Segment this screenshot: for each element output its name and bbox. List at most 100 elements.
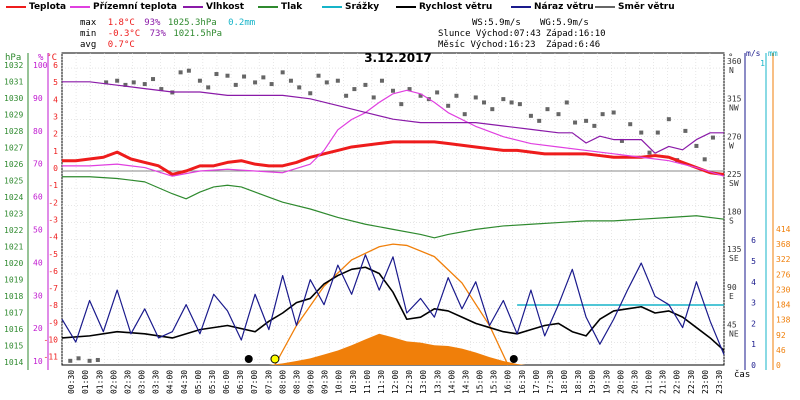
legend-swatch <box>322 5 342 8</box>
wind-direction-point <box>233 82 238 87</box>
dir-tick-name: W <box>729 141 734 150</box>
percent-tick: 10 <box>33 357 43 366</box>
ms-tick: 6 <box>751 236 756 245</box>
wind-direction-point <box>564 100 569 105</box>
legend-label: Vlhkost <box>206 2 245 12</box>
x-tick: 17:30 <box>546 370 555 394</box>
wind-direction-point <box>482 100 487 105</box>
legend-item-1: Přízemní teplota <box>70 2 177 12</box>
hpa-tick: 1025 <box>4 177 23 186</box>
wind-direction-point <box>391 88 395 93</box>
wind-direction-point <box>611 110 616 115</box>
wind-direction-point <box>628 122 633 127</box>
dir-tick-name: SE <box>729 254 739 263</box>
dir-tick-value: 135 <box>727 245 742 254</box>
celsius-tick: -4 <box>48 233 58 242</box>
wind-direction-point <box>462 112 467 117</box>
hpa-tick: 1022 <box>4 226 23 235</box>
dir-tick-value: 180 <box>727 208 742 217</box>
stats-avg-row: avg 0.7°C <box>80 40 135 50</box>
hpa-tick: 1019 <box>4 276 23 285</box>
dir-tick-name: NE <box>729 329 739 338</box>
x-tick: 11:00 <box>363 370 372 394</box>
percent-tick: 90 <box>33 94 43 103</box>
wind-direction-point <box>288 78 293 83</box>
stats-min-label: min <box>80 29 97 39</box>
celsius-tick: 5 <box>53 78 58 87</box>
x-tick: 13:30 <box>433 370 442 394</box>
celsius-tick: -7 <box>48 284 58 293</box>
celsius-tick: -6 <box>48 267 58 276</box>
x-tick: 08:00 <box>278 370 287 394</box>
wind-direction-point <box>324 80 329 85</box>
dir-tick-name: S <box>729 217 734 226</box>
wind-direction-point <box>131 80 136 85</box>
wind-direction-point <box>379 78 384 83</box>
x-tick: 02:00 <box>109 370 118 394</box>
wind-direction-point <box>308 91 313 96</box>
series-vlhkost <box>62 81 724 154</box>
wind-direction-point <box>517 102 522 107</box>
axis-celsius-label: °C <box>46 53 57 63</box>
sun-curve <box>274 243 509 366</box>
celsius-tick: -10 <box>44 336 59 345</box>
stats-ws: WS:5.9m/s <box>472 18 521 28</box>
legend-item-0: Teplota <box>6 2 66 12</box>
wind-direction-point <box>68 358 73 363</box>
percent-tick: 100 <box>33 61 48 70</box>
ms-tick: 1 <box>751 340 756 349</box>
wind-direction-point <box>352 87 357 92</box>
legend-item-5: Rychlost větru <box>396 2 492 12</box>
wind-direction-point <box>418 93 423 98</box>
x-tick: 10:30 <box>349 370 358 394</box>
dir-tick-name: N <box>729 66 734 75</box>
x-tick: 22:00 <box>673 370 682 394</box>
moonset-marker <box>244 355 253 363</box>
wind-direction-point <box>214 72 219 77</box>
stats-min-press: 1021.5hPa <box>173 29 223 39</box>
wind-direction-point <box>702 157 707 162</box>
hpa-tick: 1031 <box>4 78 23 87</box>
radiation-area <box>268 333 526 365</box>
x-tick: 11:30 <box>377 370 386 394</box>
x-tick: 23:30 <box>715 370 724 394</box>
wind-direction-point <box>95 357 100 362</box>
radiation-tick: 184 <box>776 301 791 310</box>
legend-label: Rychlost větru <box>419 2 493 12</box>
celsius-tick: -2 <box>48 198 58 207</box>
hpa-tick: 1020 <box>4 259 23 268</box>
series-rychlost-větru <box>61 266 725 352</box>
stats-sunrise: Slunce Východ:07:43 <box>438 29 541 39</box>
axis-percent-label: % <box>38 53 44 63</box>
radiation-tick: 368 <box>776 240 791 249</box>
mm-tick: 1 <box>760 59 765 68</box>
axis-ms-label: m/s <box>746 49 761 58</box>
wind-direction-point <box>655 130 660 135</box>
wind-direction-point <box>206 85 211 90</box>
percent-tick: 50 <box>33 226 43 235</box>
stats-wg: WG:5.9m/s <box>540 18 589 28</box>
wind-direction-point <box>694 143 699 148</box>
celsius-tick: -11 <box>44 353 59 362</box>
stats-moonset: Západ:6:46 <box>546 40 601 50</box>
hpa-tick: 1016 <box>4 325 23 334</box>
x-tick: 05:30 <box>208 370 217 394</box>
dir-tick-value: 270 <box>727 132 742 141</box>
wind-direction-point <box>261 75 266 80</box>
wind-direction-point <box>178 70 183 75</box>
wind-direction-point <box>151 77 156 82</box>
x-tick: 04:30 <box>180 370 189 394</box>
wind-direction-point <box>490 107 495 112</box>
legend-swatch <box>396 5 416 8</box>
ms-tick: 3 <box>751 299 756 308</box>
series-teplota <box>62 140 725 176</box>
wind-direction-point <box>528 113 533 118</box>
plot-frame <box>61 52 725 366</box>
wind-direction-point <box>600 112 605 117</box>
legend-swatch <box>511 5 531 8</box>
stats-max-label: max <box>80 18 97 28</box>
hpa-tick: 1027 <box>4 144 23 153</box>
wind-direction-point <box>683 128 688 133</box>
percent-tick: 40 <box>33 258 43 267</box>
